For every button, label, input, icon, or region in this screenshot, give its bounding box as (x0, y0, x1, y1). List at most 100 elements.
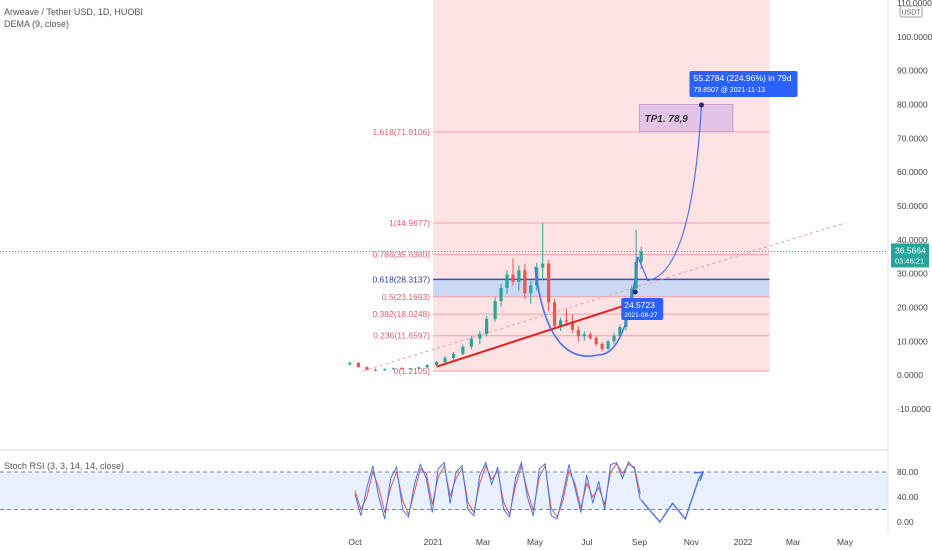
measure-end-date: 79.8507 @ 2021-11-13 (693, 87, 765, 94)
y-tick-label: 40.0000 (897, 235, 928, 245)
projection-end-point (698, 102, 704, 108)
y-tick-label: 50.0000 (897, 201, 928, 211)
y-tick-label: 110.0000 (897, 0, 932, 8)
indicator-legend-stoch-rsi[interactable]: Stoch RSI (3, 3, 14, 14, close) (4, 461, 125, 471)
candle[interactable] (425, 365, 429, 368)
candle[interactable] (408, 368, 412, 370)
candle[interactable] (576, 329, 580, 337)
chart-background (433, 0, 770, 372)
tp-box-label: TP1. 78,9 (644, 114, 688, 125)
osc-tick-label: 0.00 (897, 517, 914, 527)
candle[interactable] (493, 301, 497, 320)
measure-start-date: 2021-08-27 (624, 312, 658, 319)
fib-label: 1.618(71.9106) (372, 127, 430, 137)
stoch-rsi-pane[interactable] (0, 449, 888, 524)
fib-label: 0(1.2105) (394, 366, 431, 376)
candle[interactable] (541, 263, 545, 268)
bar-countdown: 03:46:21 (895, 256, 924, 265)
x-tick-label: Oct (348, 537, 362, 547)
y-tick-label: 30.0000 (897, 269, 928, 279)
candle[interactable] (391, 368, 395, 370)
candle[interactable] (365, 367, 369, 370)
indicator-legend-dema[interactable]: DEMA (9, close) (4, 19, 70, 29)
candle[interactable] (505, 274, 509, 288)
candle[interactable] (383, 369, 387, 371)
y-tick-label: 60.0000 (897, 167, 928, 177)
fib-label: 0.236(11.6597) (373, 331, 430, 341)
candle[interactable] (588, 334, 592, 338)
candle[interactable] (373, 369, 377, 371)
candle[interactable] (469, 338, 473, 347)
fib-label: 0.5(23.1693) (382, 292, 430, 302)
current-price-label[interactable] (891, 243, 929, 268)
projection-curve[interactable] (637, 104, 703, 282)
y-tick-label: 10.0000 (897, 336, 928, 346)
fib-label: 0.618(28.3137) (372, 274, 430, 284)
stoch-rsi-k-line[interactable] (354, 460, 641, 520)
y-tick-label: 70.0000 (897, 133, 928, 143)
candle[interactable] (523, 270, 527, 294)
x-tick-label: Sep (632, 537, 647, 547)
osc-tick-label: 40.00 (897, 492, 919, 502)
y-tick-label: 80.0000 (897, 100, 928, 110)
candle[interactable] (443, 357, 447, 362)
candle[interactable] (612, 335, 616, 342)
candle[interactable] (639, 251, 643, 262)
current-price-value: 36.5664 (895, 245, 926, 255)
candle[interactable] (400, 368, 404, 370)
dashed-trendline[interactable] (362, 222, 846, 372)
y-tick-label: 90.0000 (897, 66, 928, 76)
price-pane[interactable]: 0(1.2105) 0.236(11.6597) 0.382(18.0248) 0.5… (0, 102, 888, 377)
candle[interactable] (511, 274, 515, 282)
support-trendline[interactable] (436, 299, 640, 368)
candle[interactable] (517, 270, 521, 282)
fib-label: 0.786(35.6380) (372, 250, 430, 260)
candle[interactable] (594, 337, 598, 345)
stoch-rsi-d-line[interactable] (354, 463, 641, 519)
measure-start-label (621, 298, 664, 321)
measure-start-point (632, 289, 638, 295)
osc-tick-label: 80.00 (897, 467, 919, 477)
axes: 110.0000 100.0000 90.0000 80.0000 70.0000 60.… (348, 0, 932, 547)
candle[interactable] (552, 302, 557, 326)
candle[interactable] (485, 319, 489, 334)
candle[interactable] (600, 344, 604, 349)
currency-badge-text: USDT (901, 10, 921, 17)
candle[interactable] (478, 333, 482, 339)
candle[interactable] (606, 341, 610, 349)
measure-start-value: 24.5723 (624, 300, 655, 310)
currency-badge[interactable] (899, 5, 923, 18)
candle[interactable] (499, 287, 503, 302)
candle[interactable] (451, 353, 456, 358)
candle[interactable] (356, 362, 360, 368)
fib-label: 1(44.9677) (389, 218, 430, 228)
x-tick-label: Nov (684, 537, 700, 547)
candle[interactable] (348, 362, 352, 365)
tp-box[interactable] (638, 104, 734, 133)
stoch-band (0, 472, 888, 510)
candle[interactable] (461, 346, 465, 354)
candle[interactable] (618, 327, 622, 336)
stoch-projection[interactable] (640, 471, 704, 524)
candle[interactable] (564, 320, 569, 322)
blue-zone (433, 279, 770, 297)
overlay-labels: 55.2784 (224.96%) in 79d 79.8507 @ 2021-1… (621, 5, 929, 321)
candle[interactable] (570, 321, 575, 330)
measure-end-label (689, 71, 798, 98)
stoch-arrow-head (694, 471, 705, 482)
candle[interactable] (547, 263, 551, 303)
x-tick-label: 2022 (734, 537, 753, 547)
measure-end-change: 55.2784 (224.96%) in 79d (693, 73, 791, 83)
candle[interactable] (529, 285, 533, 294)
x-tick-label: May (837, 537, 854, 547)
candle[interactable] (558, 320, 563, 326)
x-tick-label: May (527, 537, 544, 547)
y-tick-label: -10.0000 (897, 404, 931, 414)
x-tick-label: Mar (786, 537, 801, 547)
x-tick-label: Jul (581, 537, 592, 547)
candle[interactable] (582, 334, 586, 337)
candle[interactable] (417, 367, 421, 369)
chart-title[interactable]: Arweave / Tether USD, 1D, HUOBI (4, 7, 143, 17)
candle[interactable] (434, 361, 439, 366)
